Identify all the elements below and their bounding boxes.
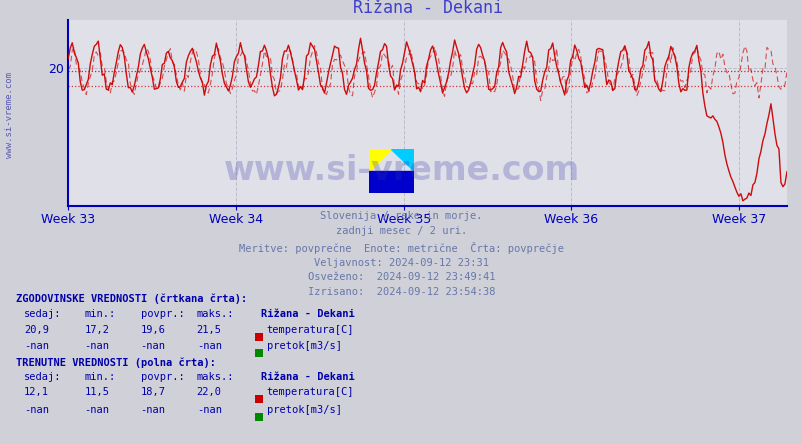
Text: pretok[m3/s]: pretok[m3/s]: [266, 341, 341, 351]
Text: povpr.:: povpr.:: [140, 309, 184, 320]
Text: 11,5: 11,5: [84, 387, 109, 397]
Text: 17,2: 17,2: [84, 325, 109, 335]
Text: Slovenija / reke in morje.: Slovenija / reke in morje.: [320, 211, 482, 221]
Text: zadnji mesec / 2 uri.: zadnji mesec / 2 uri.: [335, 226, 467, 237]
Text: ZGODOVINSKE VREDNOSTI (črtkana črta):: ZGODOVINSKE VREDNOSTI (črtkana črta):: [16, 293, 247, 304]
Text: -nan: -nan: [196, 341, 221, 351]
Text: www.si-vreme.com: www.si-vreme.com: [5, 72, 14, 159]
Text: Rižana - Dekani: Rižana - Dekani: [261, 309, 354, 320]
Text: 18,7: 18,7: [140, 387, 165, 397]
Text: min.:: min.:: [84, 309, 115, 320]
Polygon shape: [369, 171, 413, 193]
Text: povpr.:: povpr.:: [140, 372, 184, 382]
Text: Rižana - Dekani: Rižana - Dekani: [261, 372, 354, 382]
Text: maks.:: maks.:: [196, 309, 234, 320]
Text: 22,0: 22,0: [196, 387, 221, 397]
Text: -nan: -nan: [84, 341, 109, 351]
Text: temperatura[C]: temperatura[C]: [266, 325, 354, 335]
Text: -nan: -nan: [140, 341, 165, 351]
Text: sedaj:: sedaj:: [24, 309, 62, 320]
Text: sedaj:: sedaj:: [24, 372, 62, 382]
Text: www.si-vreme.com: www.si-vreme.com: [223, 155, 579, 187]
Text: 21,5: 21,5: [196, 325, 221, 335]
Title: Rižana - Dekani: Rižana - Dekani: [352, 0, 502, 17]
Text: -nan: -nan: [24, 341, 49, 351]
Polygon shape: [369, 149, 391, 171]
Text: Veljavnost: 2024-09-12 23:31: Veljavnost: 2024-09-12 23:31: [314, 258, 488, 268]
Text: TRENUTNE VREDNOSTI (polna črta):: TRENUTNE VREDNOSTI (polna črta):: [16, 358, 216, 369]
Text: -nan: -nan: [196, 405, 221, 415]
Text: 19,6: 19,6: [140, 325, 165, 335]
Text: maks.:: maks.:: [196, 372, 234, 382]
Text: pretok[m3/s]: pretok[m3/s]: [266, 405, 341, 415]
Text: 12,1: 12,1: [24, 387, 49, 397]
Text: -nan: -nan: [84, 405, 109, 415]
Text: temperatura[C]: temperatura[C]: [266, 387, 354, 397]
Text: Osveženo:  2024-09-12 23:49:41: Osveženo: 2024-09-12 23:49:41: [307, 272, 495, 282]
Text: -nan: -nan: [24, 405, 49, 415]
Text: min.:: min.:: [84, 372, 115, 382]
Text: Meritve: povprečne  Enote: metrične  Črta: povprečje: Meritve: povprečne Enote: metrične Črta:…: [239, 242, 563, 254]
Text: -nan: -nan: [140, 405, 165, 415]
Polygon shape: [391, 149, 413, 171]
Text: 20,9: 20,9: [24, 325, 49, 335]
Text: Izrisano:  2024-09-12 23:54:38: Izrisano: 2024-09-12 23:54:38: [307, 287, 495, 297]
